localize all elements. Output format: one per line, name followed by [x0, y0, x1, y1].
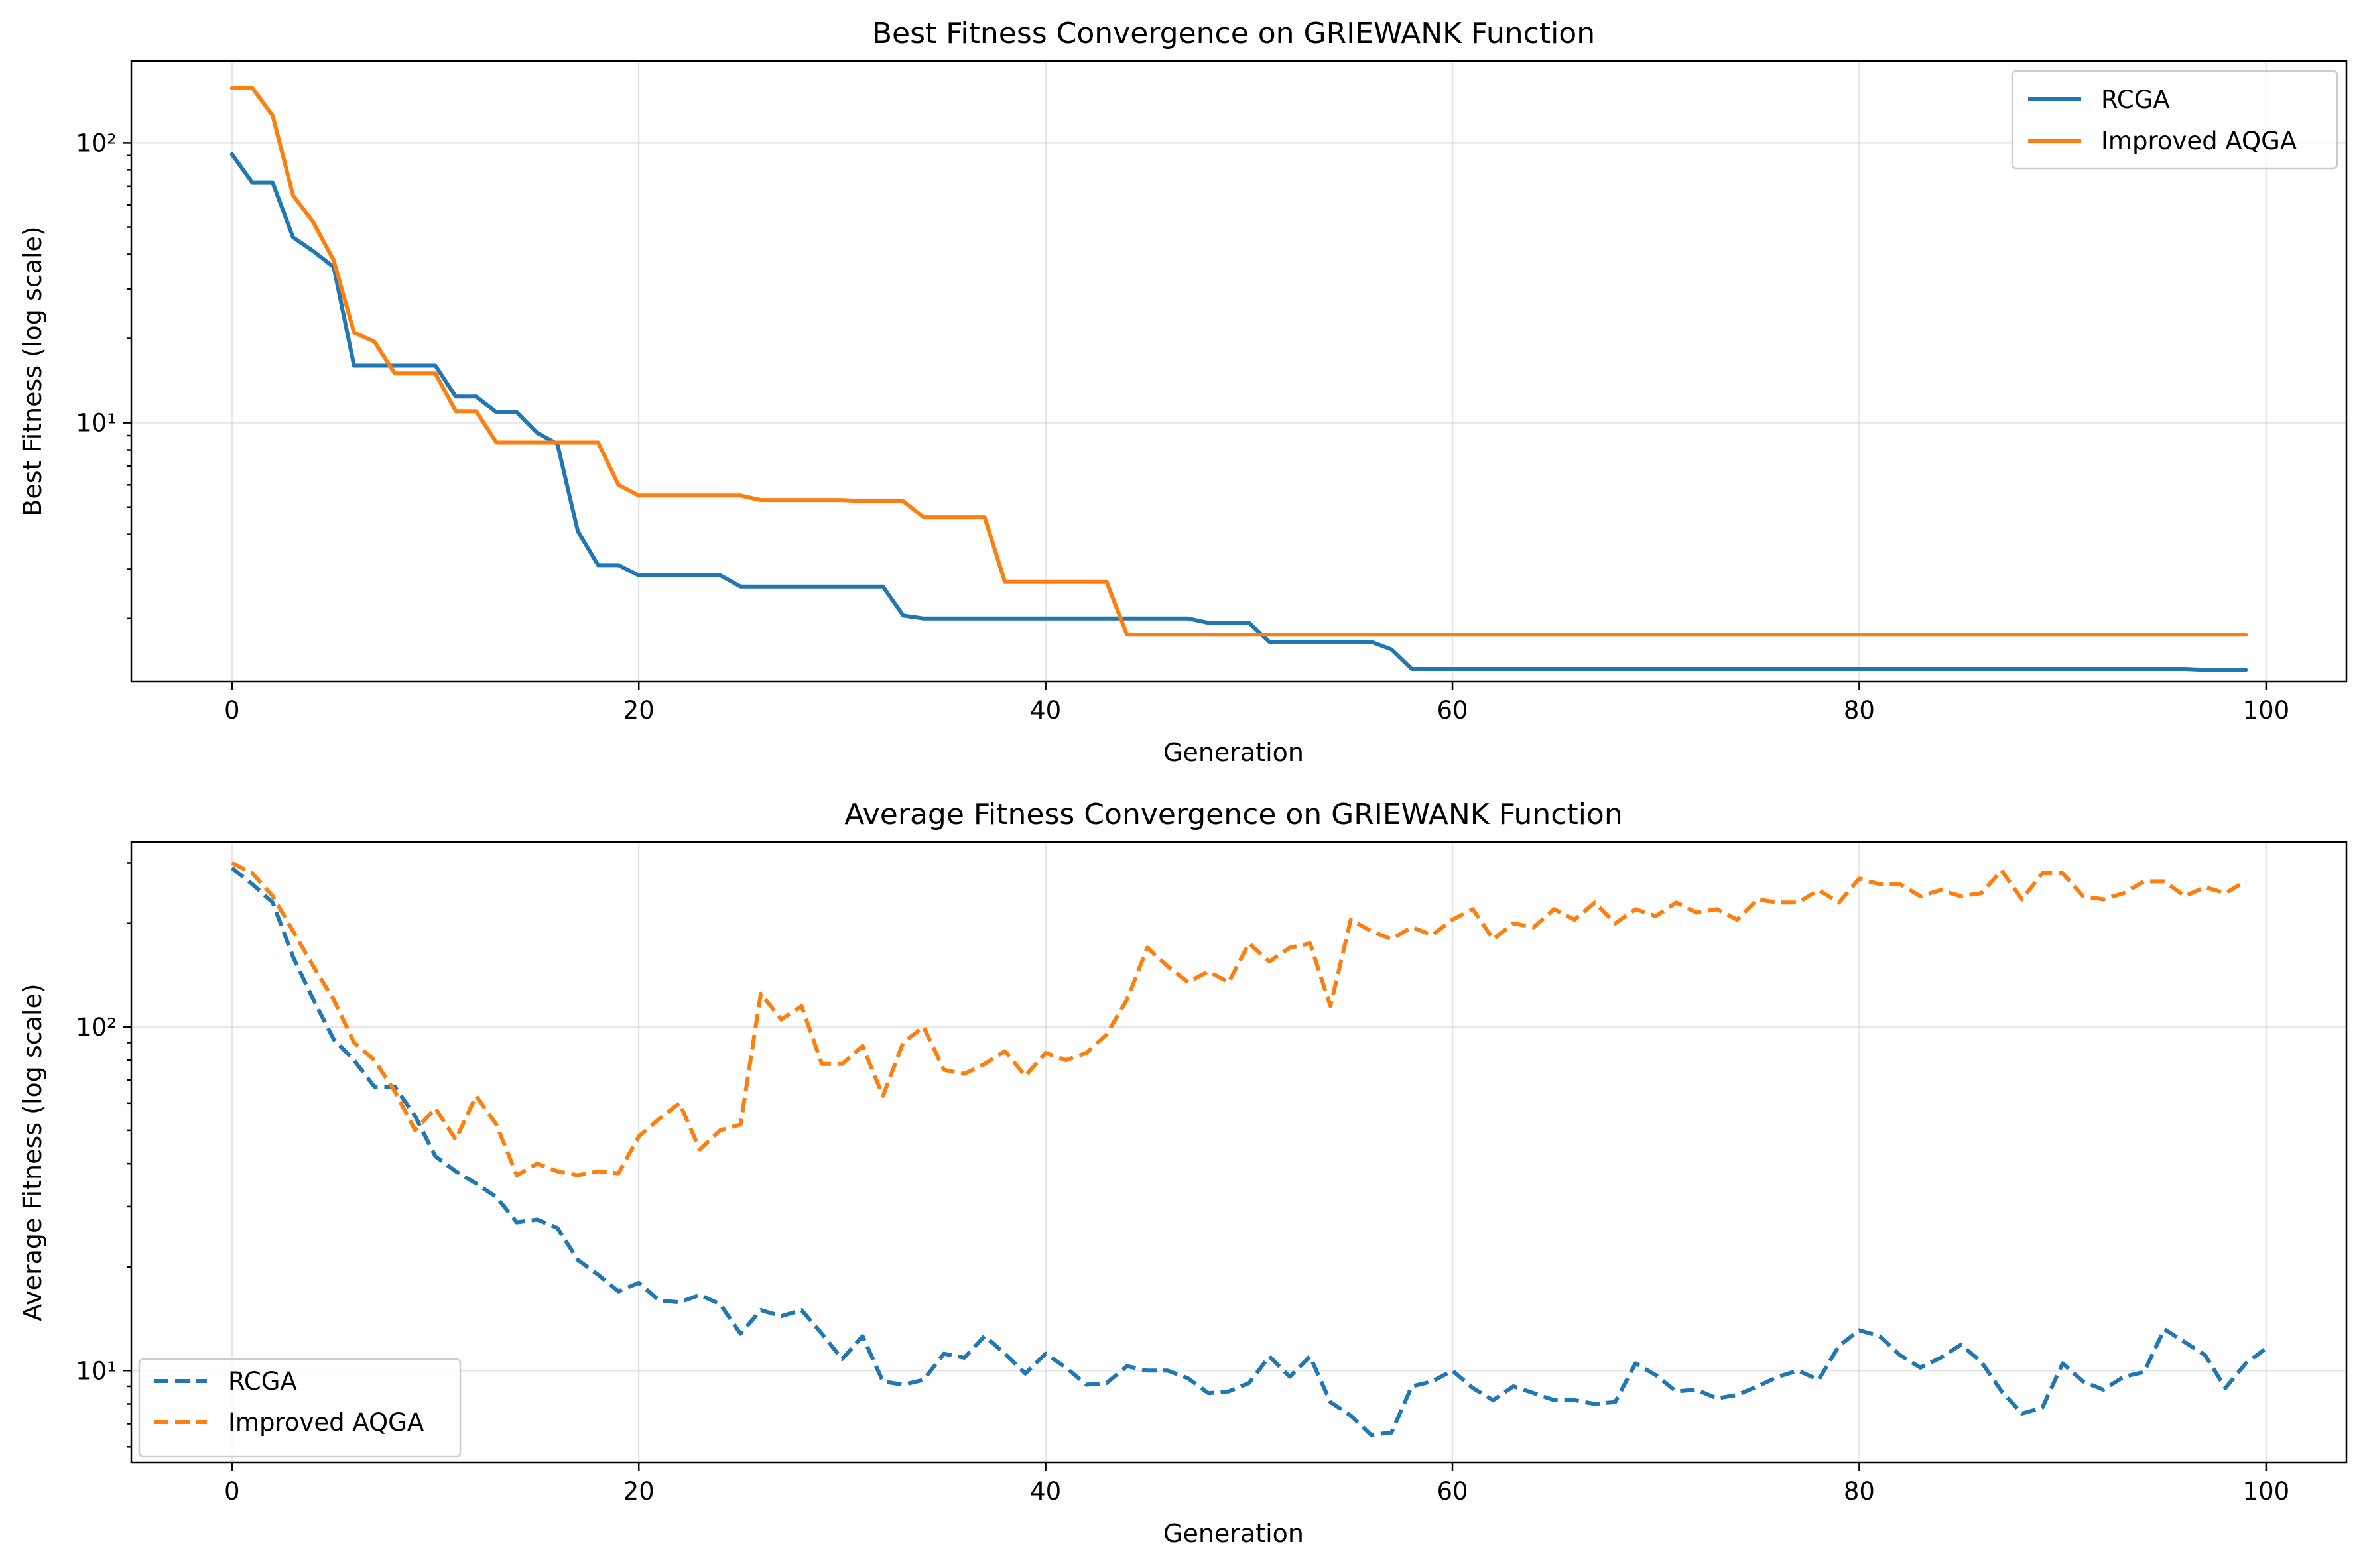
x-tick-label: 80	[1844, 1477, 1875, 1506]
series-line-rcga	[229, 152, 2248, 672]
x-tick-label: 0	[224, 696, 240, 725]
x-tick-label: 20	[623, 696, 655, 725]
legend: RCGA Improved AQGA	[138, 1358, 462, 1458]
x-tick-label: 20	[623, 1477, 655, 1506]
x-tick-label: 80	[1844, 696, 1875, 725]
y-tick-label: 10²	[76, 1013, 117, 1042]
x-axis-label: Generation	[1163, 738, 1304, 767]
x-tick-label: 100	[2243, 696, 2290, 725]
x-ticks: 0 20 40 60 80 100	[224, 682, 2289, 725]
y-tick-label: 10²	[76, 129, 117, 157]
chart-title: Average Fitness Convergence on GRIEWANK …	[844, 798, 1622, 831]
legend: RCGA Improved AQGA	[2011, 70, 2338, 170]
series-lines	[229, 86, 2248, 672]
x-axis-label: Generation	[1163, 1519, 1304, 1548]
legend-label-aqga: Improved AQGA	[2101, 127, 2297, 155]
series-line-improved-aqga	[231, 861, 2247, 1177]
x-tick-label: 40	[1030, 696, 1061, 725]
subplot-best-fitness: Best Fitness Convergence on GRIEWANK Fun…	[18, 17, 2348, 767]
series-line-rcga	[230, 866, 2268, 1437]
y-tick-label: 10¹	[76, 409, 117, 438]
axes-frame	[130, 841, 2348, 1464]
legend-label-rcga: RCGA	[228, 1367, 297, 1396]
y-axis-label: Best Fitness (log scale)	[18, 226, 47, 516]
legend-label-rcga: RCGA	[2101, 86, 2170, 114]
y-tick-label: 10¹	[76, 1357, 117, 1385]
x-tick-label: 60	[1437, 696, 1468, 725]
axes-frame	[130, 60, 2348, 683]
grid	[131, 842, 2346, 1463]
x-ticks: 0 20 40 60 80 100	[224, 1463, 2289, 1506]
series-line-improved-aqga	[229, 86, 2248, 637]
x-tick-label: 0	[224, 1477, 240, 1506]
series-lines	[230, 861, 2268, 1437]
chart-title: Best Fitness Convergence on GRIEWANK Fun…	[872, 17, 1595, 50]
y-ticks: 10¹ 10²	[76, 862, 131, 1448]
legend-label-aqga: Improved AQGA	[228, 1408, 424, 1437]
y-axis-label: Average Fitness (log scale)	[18, 983, 47, 1321]
subplot-average-fitness: Average Fitness Convergence on GRIEWANK …	[18, 798, 2348, 1548]
y-ticks: 10¹ 10²	[76, 129, 131, 620]
x-tick-label: 100	[2243, 1477, 2290, 1506]
x-tick-label: 60	[1437, 1477, 1468, 1506]
x-tick-label: 40	[1030, 1477, 1061, 1506]
